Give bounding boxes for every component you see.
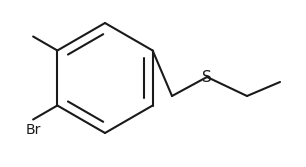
Text: Br: Br	[25, 123, 41, 136]
Text: S: S	[202, 69, 212, 85]
